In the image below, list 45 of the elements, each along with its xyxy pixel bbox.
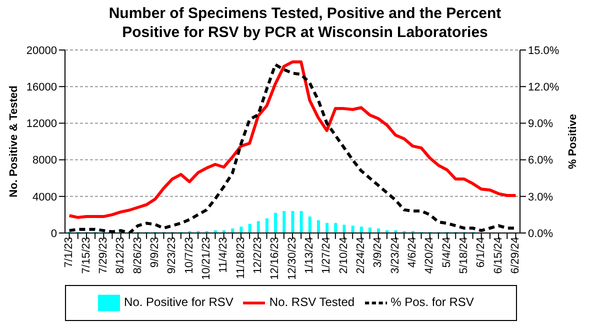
- x-tick-label: 7/15/23: [80, 237, 92, 274]
- x-tick-label: 9/9/23: [148, 237, 161, 268]
- y-axis-title: No. Positive & Tested: [8, 86, 20, 198]
- x-tick-label: 1/27/24: [320, 237, 333, 274]
- x-tick-label: 11/18/23: [234, 237, 247, 280]
- y2-tick-label: 15.0%: [528, 44, 560, 57]
- legend-label: % Pos. for RSV: [390, 295, 474, 310]
- x-tick-label: 5/4/24: [440, 237, 453, 268]
- x-tick-label: 3/9/24: [372, 237, 384, 268]
- y-tick-label: 8000: [32, 154, 57, 167]
- x-tick-label: 8/26/23: [132, 237, 144, 274]
- y2-tick-label: 12.0%: [528, 82, 560, 94]
- y2-tick-label: 9.0%: [528, 118, 554, 130]
- y-tick-label: 12000: [26, 118, 57, 130]
- x-tick-label: 5/18/24: [458, 237, 470, 274]
- y-tick-label: 4000: [32, 191, 57, 204]
- x-tick-label: 9/23/23: [166, 237, 178, 274]
- x-tick-label: 3/23/24: [389, 237, 402, 274]
- x-tick-label: 12/30/23: [286, 237, 298, 280]
- legend-label: No. RSV Tested: [269, 295, 355, 310]
- x-tick-label: 1/13/24: [303, 237, 316, 274]
- y2-tick-label: 6.0%: [528, 154, 554, 167]
- x-tick-label: 8/12/23: [114, 237, 127, 274]
- x-tick-label: 12/16/23: [269, 237, 282, 280]
- x-tick-label: 2/24/24: [354, 237, 367, 274]
- x-tick-label: 7/29/23: [97, 237, 110, 274]
- y-tick-label: 0: [50, 228, 57, 240]
- x-tick-label: 10/7/23: [183, 237, 196, 274]
- x-tick-label: 6/1/24: [475, 237, 488, 268]
- x-tick-label: 7/1/23: [63, 237, 76, 268]
- x-tick-label: 10/21/23: [200, 237, 212, 280]
- y2-axis-title: % Positive: [566, 114, 579, 170]
- x-tick-label: 11/4/23: [218, 237, 230, 273]
- y2-tick-label: 3.0%: [528, 191, 554, 204]
- legend-label: No. Positive for RSV: [124, 295, 234, 310]
- x-tick-label: 12/2/23: [252, 237, 264, 274]
- y-tick-label: 16000: [26, 82, 57, 94]
- x-tick-label: 6/15/24: [492, 237, 504, 274]
- x-tick-label: 4/6/24: [406, 237, 418, 268]
- x-tick-label: 2/10/24: [338, 237, 350, 274]
- x-tick-label: 6/29/24: [510, 237, 522, 274]
- y2-tick-label: 0.0%: [528, 228, 554, 240]
- x-tick-label: 4/20/24: [424, 237, 436, 274]
- chart-title: Number of Specimens Tested, Positive and the Percent Positive for RSV by PCR at Wisconsin Laboratories: [108, 4, 502, 42]
- y-tick-label: 20000: [26, 44, 57, 57]
